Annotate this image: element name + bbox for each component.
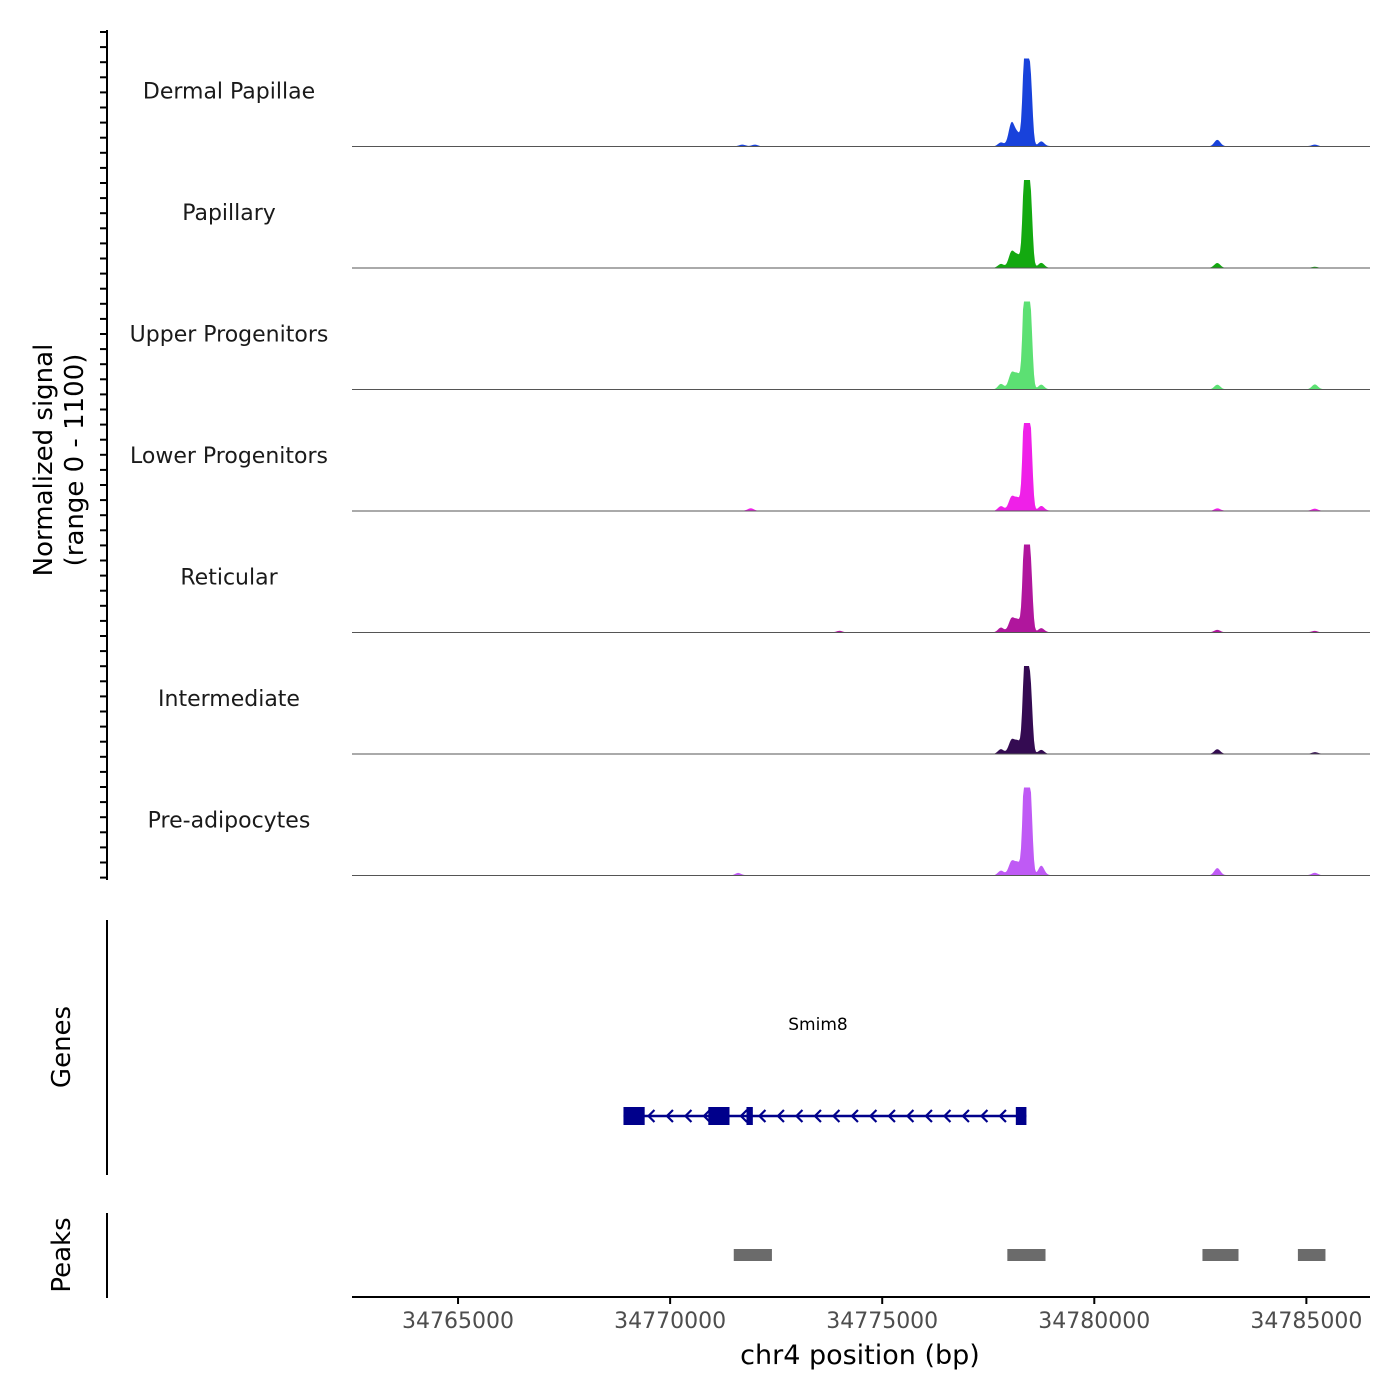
- track-dermal-papillae: Dermal Papillae: [143, 58, 1370, 147]
- strand-arrow: [961, 1109, 970, 1123]
- strand-arrow: [702, 1109, 711, 1123]
- genes-axis-label: Genes: [47, 1006, 77, 1088]
- track-label: Pre-adipocytes: [148, 809, 311, 834]
- x-tick-label: 34780000: [1038, 1309, 1150, 1334]
- signal-y-axis-ticks: [100, 31, 107, 879]
- signal-area: [352, 787, 1370, 876]
- signal-y-axis-label-line2: (range 0 - 1100): [60, 354, 90, 567]
- x-axis-ticks: 34765000 34770000 34775000 34780000 34785000: [402, 1297, 1362, 1334]
- track-papillary: Papillary: [182, 180, 1370, 269]
- track-intermediate: Intermediate: [158, 666, 1370, 755]
- track-lower-progenitors: Lower Progenitors: [130, 423, 1370, 512]
- peak-region: [733, 1249, 772, 1261]
- peaks-axis-label: Peaks: [47, 1217, 77, 1292]
- strand-arrow: [665, 1109, 674, 1123]
- strand-arrow: [887, 1109, 896, 1123]
- strand-arrow: [776, 1109, 785, 1123]
- signal-area: [352, 666, 1370, 754]
- peak-regions: [733, 1249, 1326, 1261]
- gene-exon: [623, 1107, 645, 1125]
- strand-arrow: [646, 1109, 656, 1123]
- gene-exon: [1015, 1107, 1027, 1125]
- track-pre-adipocytes: Pre-adipocytes: [148, 787, 1370, 876]
- track-label: Reticular: [180, 566, 278, 591]
- strand-arrow: [794, 1109, 804, 1123]
- strand-arrow: [683, 1109, 693, 1123]
- signal-y-axis-label-line1: Normalized signal: [29, 344, 59, 577]
- signal-tracks: Dermal Papillae Papillary Upper Progenitor…: [130, 58, 1370, 876]
- peak-region: [1297, 1249, 1326, 1261]
- strand-arrow: [831, 1109, 841, 1123]
- x-axis-label: chr4 position (bp): [740, 1340, 980, 1371]
- signal-area: [352, 58, 1370, 147]
- x-tick-label: 34775000: [826, 1309, 938, 1334]
- strand-arrow: [813, 1109, 822, 1123]
- strand-arrow: [850, 1109, 859, 1123]
- track-upper-progenitors: Upper Progenitors: [130, 301, 1370, 390]
- track-label: Dermal Papillae: [143, 80, 315, 105]
- x-tick-label: 34770000: [614, 1309, 726, 1334]
- peak-region: [1007, 1249, 1046, 1261]
- track-label: Intermediate: [158, 687, 300, 712]
- track-label: Papillary: [182, 201, 276, 226]
- x-tick-label: 34765000: [402, 1309, 514, 1334]
- track-label: Upper Progenitors: [130, 323, 329, 348]
- strand-arrow: [868, 1109, 878, 1123]
- peak-region: [1202, 1249, 1239, 1261]
- strand-arrow: [924, 1109, 933, 1123]
- strand-arrow: [739, 1109, 748, 1123]
- strand-arrow: [905, 1109, 915, 1123]
- gene-exon: [708, 1107, 730, 1125]
- signal-area: [352, 180, 1370, 268]
- gene-name-label: Smim8: [788, 1015, 847, 1035]
- signal-area: [352, 423, 1370, 511]
- strand-arrow: [998, 1109, 1007, 1123]
- track-label: Lower Progenitors: [130, 444, 328, 469]
- strand-arrow: [757, 1109, 767, 1123]
- track-reticular: Reticular: [180, 544, 1370, 633]
- signal-area: [352, 544, 1370, 633]
- gene-exon: [746, 1107, 753, 1125]
- signal-area: [352, 301, 1370, 390]
- strand-arrow: [979, 1109, 989, 1123]
- strand-arrow: [942, 1109, 952, 1123]
- gene-model: [623, 1107, 1027, 1125]
- x-tick-label: 34785000: [1250, 1309, 1362, 1334]
